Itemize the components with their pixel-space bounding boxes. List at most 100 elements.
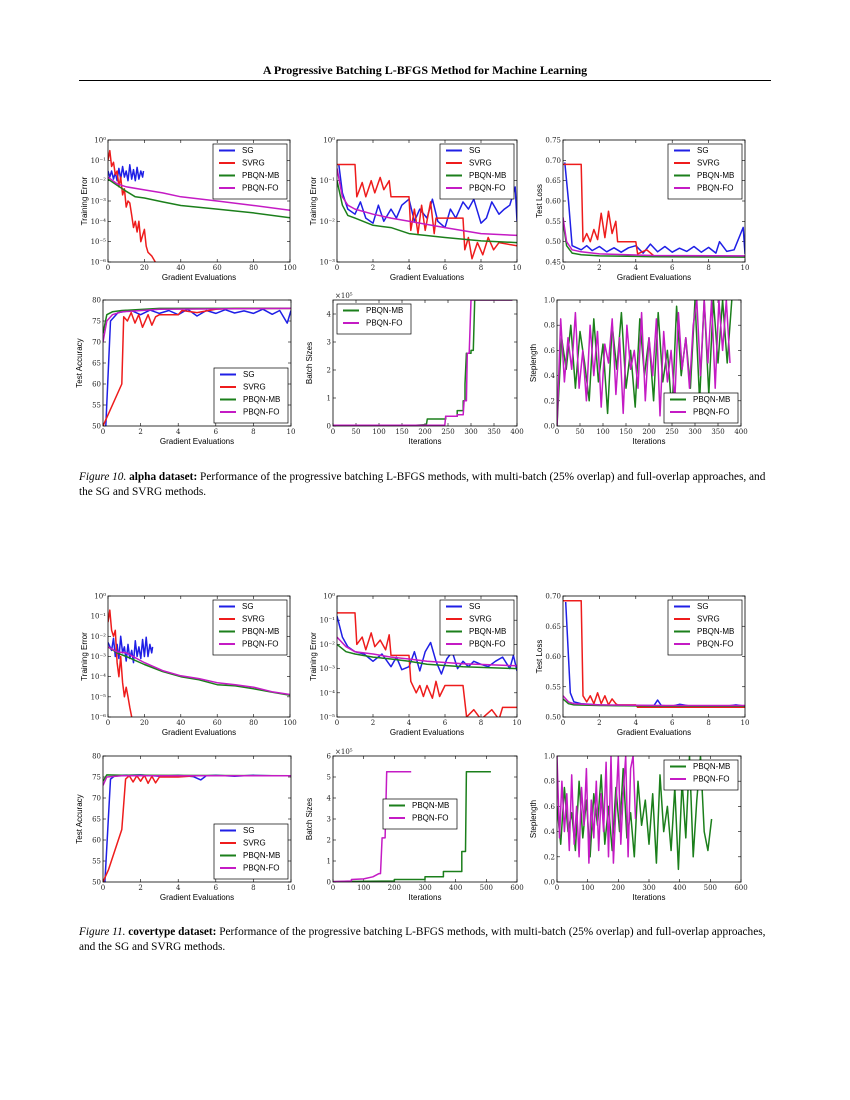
series-line-pbqn-fo xyxy=(557,300,731,426)
x-tick-label: 350 xyxy=(711,428,724,436)
y-tick-label: 1.0 xyxy=(544,753,555,761)
x-tick-label: 300 xyxy=(464,428,477,436)
legend-label: SG xyxy=(469,146,481,155)
x-tick-label: 150 xyxy=(619,428,632,436)
y-axis-label: Training Error xyxy=(80,632,89,681)
plot-frame xyxy=(562,139,746,263)
legend: SG SVRG PBQN-MB PBQN-FO xyxy=(439,143,515,200)
legend-label: SG xyxy=(469,602,481,611)
x-tick-label: 0 xyxy=(555,884,559,892)
series-group xyxy=(333,300,513,426)
y-axis-label: Test Loss xyxy=(535,184,544,218)
x-tick-label: 0 xyxy=(335,264,339,272)
x-tick-label: 2 xyxy=(138,428,142,436)
y-multiplier-label: ×10⁵ xyxy=(335,748,353,756)
series-line-pbqn-fo xyxy=(103,307,291,343)
y-tick-label: 0.6 xyxy=(544,347,556,355)
x-tick-label: 2 xyxy=(138,884,142,892)
y-axis-label: Test Accuracy xyxy=(75,338,84,387)
legend-box xyxy=(667,599,743,656)
legend-label: SVRG xyxy=(469,615,492,624)
x-tick-label: 8 xyxy=(251,428,255,436)
x-axis-label: Gradient Evaluations xyxy=(162,728,236,737)
y-tick-label: 10⁻⁴ xyxy=(91,218,107,226)
legend-label: SG xyxy=(243,826,255,835)
x-tick-label: 500 xyxy=(704,884,717,892)
series-line-pbqn-fo xyxy=(337,636,517,667)
x-tick-label: 40 xyxy=(176,264,185,272)
plot-frame xyxy=(102,755,292,883)
y-tick-label: 80 xyxy=(92,297,101,305)
y-tick-label: 4 xyxy=(327,795,332,803)
x-tick-label: 2 xyxy=(597,264,601,272)
legend-box xyxy=(667,143,743,200)
legend-box xyxy=(663,392,739,424)
plot-frame xyxy=(107,595,291,718)
y-tick-label: 10⁻² xyxy=(91,633,107,641)
y-tick-label: 0.4 xyxy=(544,372,556,380)
plot-frame xyxy=(107,139,291,263)
x-tick-label: 500 xyxy=(480,884,493,892)
y-tick-label: 10⁻¹ xyxy=(91,157,107,165)
caption-text: Performance of the progressive batching … xyxy=(79,926,766,953)
chart-covertype-test-accuracy: 0 2 4 6 8 10 50 55 60 65 70 75 80 Gradient Evaluation… xyxy=(75,753,295,903)
plot-frame xyxy=(332,299,518,427)
y-axis-label: Training Error xyxy=(80,176,89,225)
y-tick-label: 1 xyxy=(327,858,331,866)
x-tick-label: 6 xyxy=(443,264,448,272)
y-tick-label: 0.45 xyxy=(545,259,561,267)
x-tick-label: 4 xyxy=(407,719,412,727)
x-tick-label: 8 xyxy=(251,884,255,892)
y-tick-label: 0.2 xyxy=(544,853,555,861)
x-axis-label: Gradient Evaluations xyxy=(390,728,464,737)
plot-frame xyxy=(562,595,746,718)
legend-label: PBQN-MB xyxy=(693,762,730,771)
x-axis-label: Gradient Evaluations xyxy=(390,273,464,282)
series-line-pbqn-fo xyxy=(563,695,745,707)
legend-label: PBQN-FO xyxy=(693,775,729,784)
x-tick-label: 200 xyxy=(642,428,655,436)
legend: SG SVRG PBQN-MB PBQN-FO xyxy=(212,143,288,200)
y-tick-label: 10⁻⁴ xyxy=(320,689,336,697)
plot-frame xyxy=(332,755,518,883)
y-tick-label: 0.65 xyxy=(545,177,561,185)
x-tick-label: 10 xyxy=(287,428,296,436)
y-tick-label: 10⁻⁶ xyxy=(91,259,107,267)
series-group xyxy=(103,774,291,882)
series-group xyxy=(103,307,291,426)
x-tick-label: 250 xyxy=(441,428,454,436)
legend-label: PBQN-FO xyxy=(243,408,279,417)
y-tick-label: 10⁻² xyxy=(91,177,107,185)
y-tick-label: 0.8 xyxy=(544,322,555,330)
y-tick-label: 0 xyxy=(327,423,331,431)
y-tick-label: 0.2 xyxy=(544,397,555,405)
x-tick-label: 0 xyxy=(101,884,105,892)
y-axis-label: Batch Sizes xyxy=(305,342,314,384)
legend-box xyxy=(212,599,288,656)
legend-label: PBQN-MB xyxy=(469,627,506,636)
y-axis-label: Batch Sizes xyxy=(305,798,314,840)
y-tick-label: 10⁰ xyxy=(323,137,335,145)
chart-alpha-batch-sizes: 0 50 100 150 200 250 300 350 400 0 1 2 3 4 ×10⁵ Iterati… xyxy=(305,292,524,446)
y-tick-label: 0.0 xyxy=(544,423,555,431)
y-tick-label: 0.70 xyxy=(545,593,561,601)
y-tick-label: 70 xyxy=(92,795,101,803)
series-line-sg xyxy=(337,615,517,675)
y-tick-label: 10⁰ xyxy=(94,137,106,145)
legend-label: PBQN-FO xyxy=(366,319,402,328)
y-tick-label: 0.55 xyxy=(545,218,561,226)
x-tick-label: 0 xyxy=(106,719,110,727)
y-tick-label: 10⁻³ xyxy=(91,653,107,661)
x-tick-label: 40 xyxy=(176,719,185,727)
legend-label: PBQN-MB xyxy=(697,171,734,180)
x-tick-label: 6 xyxy=(670,264,675,272)
x-tick-label: 0 xyxy=(335,719,339,727)
y-axis-label: Steplength xyxy=(529,344,538,382)
legend: SG SVRG PBQN-MB PBQN-FO xyxy=(213,367,289,424)
x-tick-label: 80 xyxy=(249,264,258,272)
legend-box xyxy=(212,143,288,200)
figure-number: Figure 11. xyxy=(79,926,126,938)
chart-alpha-test-loss: 0 2 4 6 8 10 0.45 0.50 0.55 0.60 0.65 0.70 0.75 Gradi… xyxy=(535,137,749,283)
x-tick-label: 600 xyxy=(510,884,523,892)
